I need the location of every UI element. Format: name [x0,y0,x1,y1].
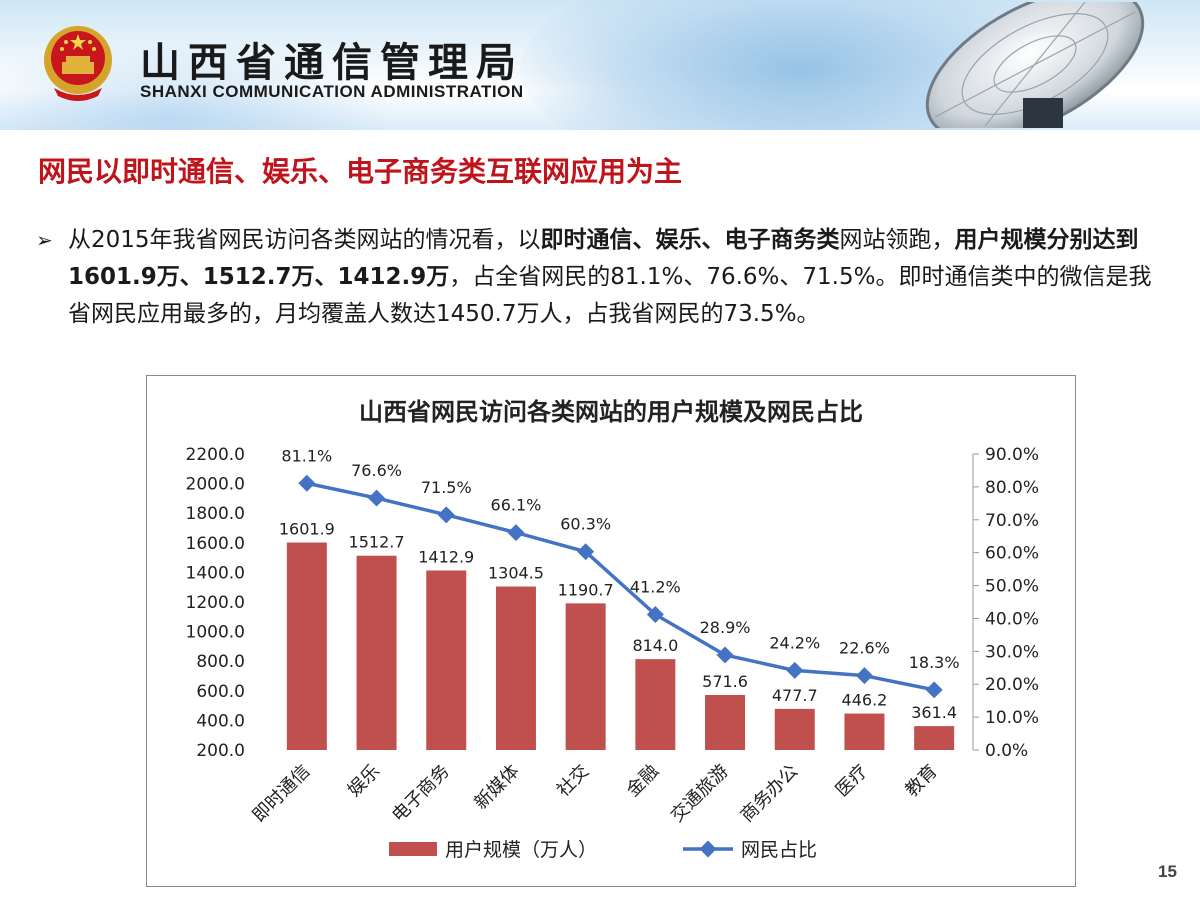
y-left-tick-label: 1800.0 [186,504,245,524]
category-label: 社交 [553,761,593,801]
bar [565,603,606,750]
percent-value-label: 71.5% [421,478,472,497]
line-point [298,474,316,492]
paragraph-text: 从2015年我省网民访问各类网站的情况看，以即时通信、娱乐、电子商务类网站领跑，… [68,222,1161,333]
y-left-tick-label: 600.0 [196,682,245,702]
category-label: 电子商务 [388,761,454,827]
chart-title: 山西省网民访问各类网站的用户规模及网民占比 [359,397,863,426]
legend-line-marker [699,840,717,858]
category-label: 新媒体 [470,761,523,814]
y-left-tick-label: 800.0 [196,652,245,672]
category-label: 商务办公 [737,761,803,827]
bar-value-label: 571.6 [702,672,748,691]
category-label: 娱乐 [344,761,384,801]
bar-value-label: 814.0 [632,636,678,655]
chart-axes: 2200.0 2000.0 1800.0 1600.0 1400.0 1200.0 1000… [186,445,1040,761]
paragraph-bold-2: 用户规模分别达到1601.9万、1512.7万、1412.9万 [68,227,1139,290]
legend-line-label: 网民占比 [741,839,817,861]
bar [426,570,467,750]
percent-value-label: 18.3% [909,653,960,672]
category-label: 即时通信 [249,761,315,827]
paragraph-part-1: 从2015年我省网民访问各类网站的情况看，以 [68,227,541,253]
category-label: 金融 [623,761,663,801]
y-left-tick-label: 1400.0 [186,563,245,583]
line-point [577,543,595,561]
bar [774,708,815,750]
line-point [368,489,386,507]
line-point [925,681,943,699]
y-left-tick-label: 400.0 [196,711,245,731]
bar [495,586,536,750]
percent-value-label: 66.1% [491,496,542,515]
y-right-tick-label: 90.0% [985,445,1039,465]
header-banner: 山西省通信管理局 SHANXI COMMUNICATION ADMINISTRA… [0,0,1200,130]
line-path [306,481,935,692]
y-right-tick-label: 50.0% [985,577,1039,597]
percent-value-label: 41.2% [630,577,681,596]
combo-chart: 山西省网民访问各类网站的用户规模及网民占比 2200.0 2000.0 1800.0… [186,397,1040,861]
legend-bar-label: 用户规模（万人） [445,839,597,861]
bar-value-label: 361.4 [911,703,957,722]
bar-value-label: 1190.7 [558,580,614,599]
percent-value-label: 60.3% [560,515,611,534]
y-right-tick-label: 80.0% [985,478,1039,498]
paragraph-bold-1: 即时通信、娱乐、电子商务类 [540,227,840,253]
org-title-cn: 山西省通信管理局 [140,40,524,86]
y-right-tick-label: 10.0% [985,708,1039,728]
y-left-tick-label: 2200.0 [186,445,245,465]
category-label: 交通旅游 [667,761,733,827]
satellite-dish-icon [925,2,1145,128]
line-point [507,524,525,542]
y-left-tick-label: 200.0 [196,741,245,761]
bar-value-label: 1601.9 [279,520,335,539]
y-left-tick-label: 1600.0 [186,534,245,554]
chart-container: 山西省网民访问各类网站的用户规模及网民占比 2200.0 2000.0 1800.0… [146,375,1076,887]
percent-value-label: 76.6% [351,461,402,480]
paragraph-part-2: 网站领跑， [839,227,955,253]
bar-series [286,542,955,750]
percent-value-label: 28.9% [700,618,751,637]
bar [914,726,955,750]
y-left-tick-label: 1000.0 [186,623,245,643]
data-labels: 1601.9 1512.7 1412.9 1304.5 1190.7 814.0 571.6… [279,446,960,722]
bullet-arrow-icon: ➢ [36,228,53,252]
y-right-tick-label: 70.0% [985,511,1039,531]
percent-value-label: 24.2% [769,633,820,652]
percent-value-label: 22.6% [839,639,890,658]
line-point [855,667,873,685]
y-right-tick-label: 0.0% [985,741,1028,761]
line-point [437,506,455,524]
y-right-tick-label: 30.0% [985,642,1039,662]
bar [286,542,327,750]
y-left-tick-label: 2000.0 [186,475,245,495]
y-right-tick-label: 60.0% [985,544,1039,564]
category-labels: 即时通信 娱乐 电子商务 新媒体 社交 金融 交通旅游 商务办公 医疗 教育 [249,761,942,827]
category-label: 医疗 [832,761,872,801]
bar-value-label: 1412.9 [418,547,474,566]
bar-value-label: 446.2 [842,691,888,710]
y-left-tick-label: 1200.0 [186,593,245,613]
bar-value-label: 1304.5 [488,564,544,583]
y-right-tick-label: 20.0% [985,675,1039,695]
line-series [298,474,943,699]
slide-heading: 网民以即时通信、娱乐、电子商务类互联网应用为主 [38,155,683,188]
national-emblem-icon [44,26,112,101]
bar [844,713,885,750]
line-point [786,661,804,679]
category-label: 教育 [901,761,941,801]
page-number: 15 [1158,862,1177,881]
y-right-tick-label: 40.0% [985,609,1039,629]
org-title-en: SHANXI COMMUNICATION ADMINISTRATION [140,82,524,101]
bar-value-label: 477.7 [772,686,818,705]
summary-paragraph: ➢ 从2015年我省网民访问各类网站的情况看，以即时通信、娱乐、电子商务类网站领… [36,222,1161,333]
percent-value-label: 81.1% [281,446,332,465]
chart-legend: 用户规模（万人） 网民占比 [389,839,817,861]
line-point [716,646,734,664]
paragraph-part-3: ，占全省网民的81.1%、76.6%、71.5%。即时通信类中的微信是我省网民应… [68,264,1152,327]
bar [635,659,676,750]
bar-value-label: 1512.7 [349,533,405,552]
legend-bar-swatch [389,842,437,856]
bar [705,695,746,750]
bar [356,555,397,750]
